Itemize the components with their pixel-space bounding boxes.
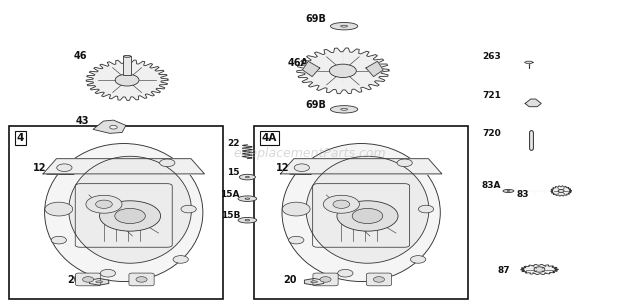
Bar: [123, 56, 131, 75]
Circle shape: [45, 202, 73, 216]
Ellipse shape: [330, 106, 358, 113]
Circle shape: [173, 256, 188, 263]
Polygon shape: [297, 48, 389, 94]
Ellipse shape: [245, 198, 250, 199]
Ellipse shape: [95, 281, 102, 283]
Circle shape: [320, 277, 331, 282]
Polygon shape: [304, 278, 324, 285]
Text: 4A: 4A: [262, 133, 277, 143]
Circle shape: [373, 277, 384, 282]
Circle shape: [82, 277, 94, 282]
Ellipse shape: [123, 55, 131, 57]
Text: 83A: 83A: [482, 181, 501, 190]
Text: 43: 43: [75, 116, 89, 126]
FancyBboxPatch shape: [129, 273, 154, 286]
Polygon shape: [521, 265, 558, 274]
Circle shape: [115, 74, 139, 86]
Polygon shape: [525, 61, 533, 63]
Ellipse shape: [503, 189, 514, 192]
Text: 20: 20: [283, 275, 296, 285]
Ellipse shape: [69, 156, 192, 263]
Text: 720: 720: [482, 129, 501, 138]
Text: 15B: 15B: [221, 211, 240, 220]
Polygon shape: [86, 60, 168, 100]
Circle shape: [289, 236, 304, 244]
Circle shape: [337, 201, 398, 231]
Text: 15A: 15A: [221, 189, 240, 198]
Circle shape: [181, 205, 197, 213]
Text: 4: 4: [17, 133, 24, 143]
Text: 87: 87: [498, 265, 510, 274]
Circle shape: [110, 125, 117, 129]
Text: 12: 12: [33, 163, 46, 173]
Ellipse shape: [238, 217, 257, 223]
Circle shape: [136, 277, 147, 282]
Ellipse shape: [341, 25, 348, 27]
Text: 12: 12: [276, 163, 290, 173]
Text: 46: 46: [73, 51, 87, 60]
Text: 69B: 69B: [306, 100, 327, 110]
Polygon shape: [525, 99, 541, 107]
Ellipse shape: [306, 156, 429, 263]
FancyBboxPatch shape: [366, 273, 392, 286]
Text: 20: 20: [67, 275, 81, 285]
Circle shape: [352, 209, 383, 224]
Text: 83: 83: [516, 190, 529, 199]
Polygon shape: [366, 61, 383, 77]
Ellipse shape: [246, 176, 249, 178]
Circle shape: [558, 189, 564, 192]
Text: 721: 721: [482, 91, 501, 100]
Circle shape: [323, 195, 360, 213]
Circle shape: [100, 201, 161, 231]
Circle shape: [100, 270, 115, 277]
Bar: [254, 126, 468, 299]
Circle shape: [159, 159, 175, 167]
Bar: [9, 126, 223, 299]
Ellipse shape: [45, 144, 203, 282]
Text: 22: 22: [228, 139, 240, 148]
Polygon shape: [551, 186, 572, 196]
Ellipse shape: [238, 196, 257, 201]
Circle shape: [95, 200, 112, 209]
Ellipse shape: [311, 281, 317, 283]
Circle shape: [329, 64, 356, 78]
Circle shape: [410, 256, 426, 263]
Circle shape: [397, 159, 412, 167]
Text: 69B: 69B: [306, 14, 327, 24]
Text: 15: 15: [228, 168, 240, 177]
Text: 46A: 46A: [287, 58, 308, 68]
Ellipse shape: [282, 144, 440, 282]
Circle shape: [333, 200, 350, 209]
Circle shape: [418, 205, 433, 213]
Polygon shape: [93, 120, 126, 133]
Polygon shape: [89, 278, 108, 285]
Ellipse shape: [239, 174, 255, 180]
Polygon shape: [43, 159, 205, 174]
Polygon shape: [303, 61, 320, 77]
Circle shape: [51, 236, 66, 244]
Ellipse shape: [245, 220, 250, 221]
Ellipse shape: [330, 22, 358, 30]
Circle shape: [86, 195, 122, 213]
Text: eReplacementParts.com: eReplacementParts.com: [234, 148, 386, 160]
Text: 263: 263: [482, 52, 501, 61]
FancyBboxPatch shape: [313, 273, 338, 286]
Circle shape: [115, 209, 145, 224]
Circle shape: [294, 164, 309, 172]
Circle shape: [338, 270, 353, 277]
Circle shape: [57, 164, 72, 172]
Circle shape: [282, 202, 310, 216]
Polygon shape: [280, 159, 442, 174]
Circle shape: [534, 267, 545, 272]
Ellipse shape: [341, 108, 348, 110]
FancyBboxPatch shape: [76, 273, 100, 286]
